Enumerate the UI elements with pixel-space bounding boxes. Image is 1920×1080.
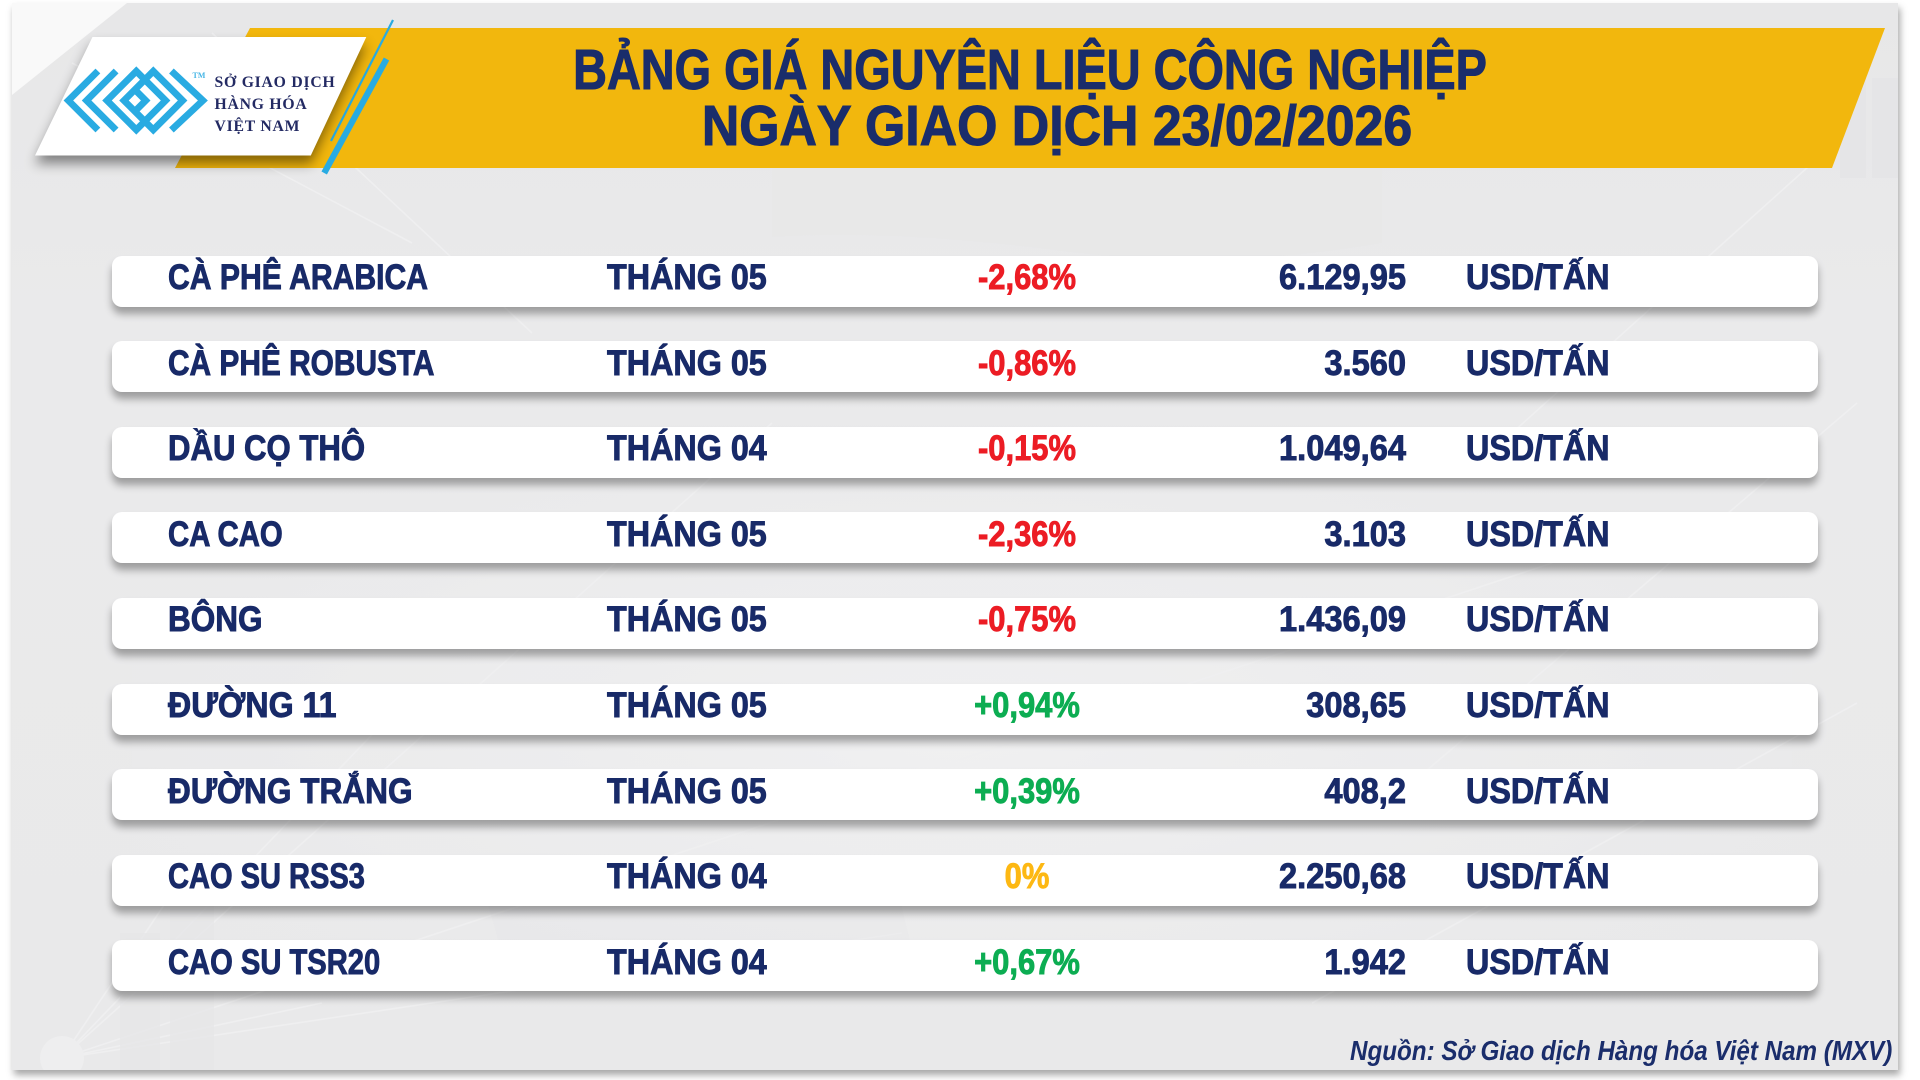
- svg-text:TM: TM: [193, 71, 206, 80]
